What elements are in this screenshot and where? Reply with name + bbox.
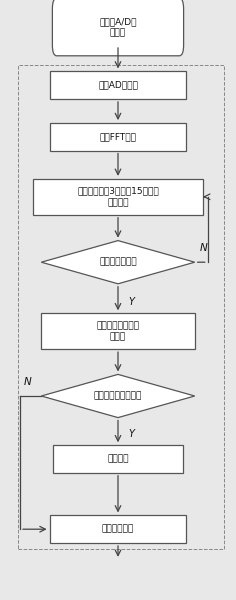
Bar [50, 71, 186, 99]
Polygon shape [41, 241, 195, 284]
Bar [53, 445, 183, 473]
Text: 初始化A/D和
定时器: 初始化A/D和 定时器 [99, 17, 137, 37]
Text: N: N [24, 377, 32, 387]
Text: N: N [199, 243, 207, 253]
Text: Y: Y [129, 296, 135, 307]
Text: 发送缓冲区空？: 发送缓冲区空？ [99, 258, 137, 266]
Bar [41, 313, 195, 349]
Bar [33, 179, 203, 215]
Text: 延时一段时间: 延时一段时间 [102, 524, 134, 534]
Text: Y: Y [129, 430, 135, 439]
Bar [50, 515, 186, 543]
Text: 获取AD采样值: 获取AD采样值 [98, 81, 138, 89]
Text: 接收数据: 接收数据 [107, 455, 129, 463]
FancyBboxPatch shape [52, 0, 184, 56]
Bar [50, 123, 186, 151]
Bar [18, 65, 224, 549]
Text: 实数FFT计算: 实数FFT计算 [100, 132, 136, 141]
Text: 按通信格式组织数
据发送: 按通信格式组织数 据发送 [97, 321, 139, 341]
Text: 接收缓冲区有数据？: 接收缓冲区有数据？ [94, 391, 142, 401]
Text: 计算基波、㌱3次～㌕15次每次
谐波幅值: 计算基波、㌱3次～㌕15次每次 谐波幅值 [77, 187, 159, 207]
Polygon shape [41, 374, 195, 418]
